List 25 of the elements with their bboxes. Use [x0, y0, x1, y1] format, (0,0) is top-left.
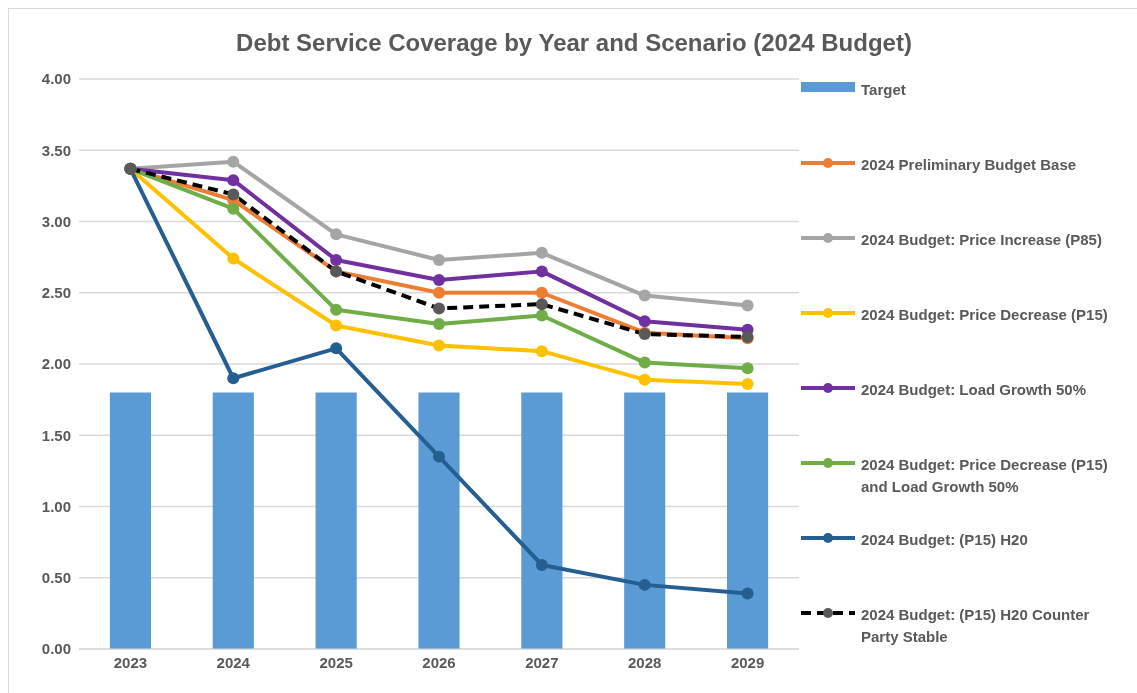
legend-label: 2024 Budget: Load Growth 50% [861, 380, 1087, 400]
y-tick-label: 3.00 [41, 212, 71, 230]
y-tick-label: 4.00 [41, 70, 71, 88]
x-tick-label: 2025 [319, 653, 353, 671]
y-tick-label: 3.50 [41, 141, 71, 159]
x-tick-label: 2027 [525, 653, 559, 671]
x-tick-label: 2029 [730, 653, 765, 671]
legend-label: 2024 Budget: (P15) H20 Counter Party Stable [861, 605, 1091, 647]
x-tick-label: 2024 [216, 653, 251, 671]
legend-label: 2024 Budget: Price Increase (P85) [861, 230, 1102, 250]
y-tick-label: 0.50 [41, 569, 71, 587]
legend-label: 2024 Preliminary Budget Base [861, 155, 1077, 175]
x-tick-label: 2028 [628, 653, 662, 671]
y-tick-label: 1.00 [41, 497, 71, 515]
legend-label: 2024 Budget: (P15) H20 [861, 530, 1028, 550]
chart-title: Debt Service Coverage by Year and Scenario (2024 Budget) [235, 28, 913, 58]
y-tick-label: 2.00 [41, 355, 71, 373]
x-tick-label: 2023 [113, 653, 148, 671]
legend-label: Target [861, 80, 906, 100]
y-tick-label: 1.50 [41, 426, 71, 444]
y-tick-label: 0.00 [41, 640, 71, 658]
x-tick-label: 2026 [422, 653, 456, 671]
y-tick-label: 2.50 [41, 284, 71, 302]
legend-label: 2024 Budget: Price Decrease (P15) and Load Growth 50% [861, 455, 1109, 497]
legend-label: 2024 Budget: Price Decrease (P15) [861, 305, 1108, 325]
